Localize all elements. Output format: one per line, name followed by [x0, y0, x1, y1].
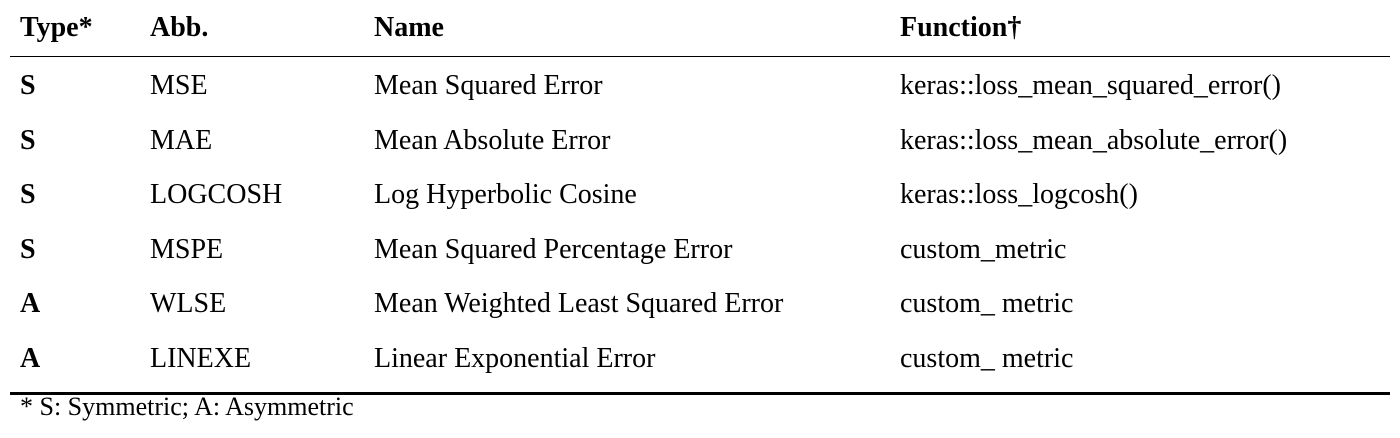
table-row: A WLSE Mean Weighted Least Squared Error…: [10, 277, 1390, 332]
cell-function: custom_ metric: [900, 331, 1390, 395]
table-row: S LOGCOSH Log Hyperbolic Cosine keras::l…: [10, 168, 1390, 223]
cell-function: custom_metric: [900, 233, 1067, 265]
cell-abbreviation: MAE: [150, 124, 213, 156]
cell-type: A: [20, 288, 41, 320]
table-row: S MSPE Mean Squared Percentage Error cus…: [10, 223, 1390, 278]
cell-abbreviation: MSPE: [150, 233, 224, 265]
header-type: Type*: [10, 0, 150, 57]
cell-name: Mean Squared Percentage Error: [374, 233, 733, 265]
cell-type: S: [20, 70, 36, 102]
table-row: S MSE Mean Squared Error keras::loss_mea…: [10, 57, 1390, 114]
cell-abbreviation: LINEXE: [150, 331, 374, 395]
loss-functions-table: Type* Abb. Name Function† S MSE Mean Squ…: [10, 0, 1390, 395]
header-abbreviation: Abb.: [150, 0, 374, 57]
cell-type: S: [20, 179, 36, 211]
cell-function: keras::loss_mean_absolute_error(): [900, 124, 1288, 156]
cell-abbreviation: LOGCOSH: [150, 179, 283, 211]
cell-function: custom_ metric: [900, 288, 1074, 320]
cell-name: Mean Absolute Error: [374, 124, 611, 156]
table-header: Type* Abb. Name Function†: [10, 0, 1390, 57]
table-body: S MSE Mean Squared Error keras::loss_mea…: [10, 57, 1390, 395]
cell-name: Log Hyperbolic Cosine: [374, 179, 637, 211]
cell-type: S: [20, 124, 36, 156]
cell-name: Linear Exponential Error: [374, 331, 900, 395]
table-footnote: * S: Symmetric; A: Asymmetric: [20, 392, 354, 421]
cell-type: S: [20, 233, 36, 265]
table-row: A LINEXE Linear Exponential Error custom…: [10, 331, 1390, 395]
header-row: Type* Abb. Name Function†: [10, 0, 1390, 57]
cell-abbreviation: MSE: [150, 70, 208, 102]
cell-abbreviation: WLSE: [150, 288, 227, 320]
table-row: S MAE Mean Absolute Error keras::loss_me…: [10, 114, 1390, 169]
header-name: Name: [374, 0, 900, 57]
header-function: Function†: [900, 0, 1390, 57]
cell-function: keras::loss_mean_squared_error(): [900, 70, 1281, 102]
cell-type: A: [10, 331, 150, 395]
cell-function: keras::loss_logcosh(): [900, 179, 1138, 211]
cell-name: Mean Weighted Least Squared Error: [374, 288, 784, 320]
cell-name: Mean Squared Error: [374, 70, 603, 102]
